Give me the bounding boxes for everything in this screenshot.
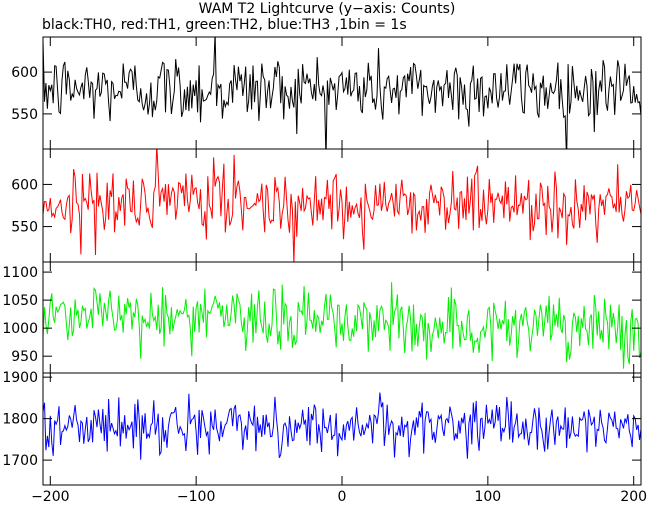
x-tick-label: 0 — [338, 489, 347, 505]
series-line-th1 — [43, 149, 641, 262]
y-tick-label: 1800 — [2, 412, 38, 428]
panel-frame-th3 — [42, 372, 642, 486]
chart-title: WAM T2 Lightcurve (y−axis: Counts) — [198, 1, 456, 17]
y-tick-label: 1000 — [2, 321, 38, 337]
y-tick-label: 1050 — [2, 293, 38, 309]
panel-frame-th0 — [42, 36, 642, 150]
y-tick-label: 600 — [11, 65, 38, 81]
chart-subtitle: black:TH0, red:TH1, green:TH2, blue:TH3 … — [42, 17, 407, 33]
y-tick-label: 950 — [11, 349, 38, 365]
x-tick-label: 100 — [474, 489, 501, 505]
series-line-th2 — [43, 282, 641, 369]
x-tick-label: 200 — [620, 489, 647, 505]
y-tick-label: 600 — [11, 177, 38, 193]
y-tick-label: 1700 — [2, 453, 38, 469]
series-line-th3 — [43, 392, 641, 460]
series-line-th0 — [43, 37, 641, 149]
y-tick-label: 1100 — [2, 265, 38, 281]
y-tick-label: 550 — [11, 107, 38, 123]
y-tick-label: 1900 — [2, 370, 38, 386]
x-tick-label: −200 — [31, 489, 69, 505]
y-tick-label: 550 — [11, 220, 38, 236]
x-tick-label: −100 — [177, 489, 215, 505]
